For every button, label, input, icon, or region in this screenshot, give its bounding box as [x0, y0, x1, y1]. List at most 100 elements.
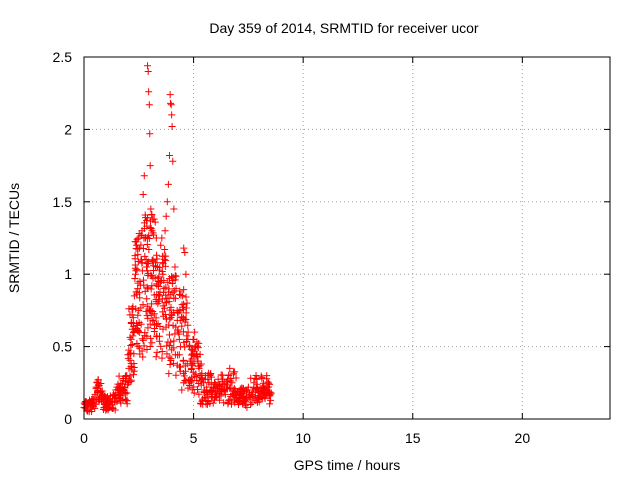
data-point [153, 348, 161, 356]
data-point [177, 291, 185, 299]
data-point [190, 389, 198, 397]
data-point [137, 320, 145, 328]
data-point [249, 392, 257, 400]
data-point [175, 363, 183, 371]
data-point [142, 307, 150, 315]
data-point [228, 400, 236, 408]
data-point [144, 314, 152, 322]
data-point [146, 162, 154, 170]
data-point [197, 400, 205, 408]
data-point [259, 382, 267, 390]
data-point [144, 324, 152, 332]
data-point [88, 396, 96, 404]
data-point [182, 293, 190, 301]
x-tick-label: 10 [295, 430, 311, 446]
data-point [143, 283, 151, 291]
data-point [254, 393, 262, 401]
data-point [211, 379, 219, 387]
data-point [143, 267, 151, 275]
data-point [124, 354, 132, 362]
data-point [223, 378, 231, 386]
data-point [136, 294, 144, 302]
data-point [178, 313, 186, 321]
x-tick-labels: 0 5 10 15 20 [80, 430, 530, 446]
data-point [145, 232, 153, 240]
data-point [115, 390, 123, 398]
data-point [258, 374, 266, 382]
data-point [175, 351, 183, 359]
data-point [141, 329, 149, 337]
data-point [166, 361, 174, 369]
data-point [147, 205, 155, 213]
data-point [267, 396, 275, 404]
data-point [152, 296, 160, 304]
data-point [145, 306, 153, 314]
data-point [150, 266, 158, 274]
data-point [252, 372, 260, 380]
data-point [132, 325, 140, 333]
data-point [149, 317, 157, 325]
data-point [226, 364, 234, 372]
data-point [184, 321, 192, 329]
data-point [133, 339, 141, 347]
data-point [162, 283, 170, 291]
data-point [179, 356, 187, 364]
data-point [141, 287, 149, 295]
data-point [225, 371, 233, 379]
data-point [146, 343, 154, 351]
y-tick-label: 1 [64, 266, 72, 282]
data-point [161, 304, 169, 312]
data-point [114, 380, 122, 388]
data-point [158, 234, 166, 242]
data-points [80, 62, 275, 416]
data-point [207, 373, 215, 381]
data-point [85, 408, 93, 416]
data-point [215, 381, 223, 389]
data-point [154, 274, 162, 282]
data-point [239, 389, 247, 397]
data-point [144, 272, 152, 280]
data-point [252, 383, 260, 391]
data-point [167, 291, 175, 299]
data-point [168, 280, 176, 288]
data-point [137, 304, 145, 312]
data-point [145, 88, 153, 96]
data-point [84, 406, 92, 414]
data-point [178, 386, 186, 394]
data-point [226, 384, 234, 392]
data-point [230, 389, 238, 397]
data-point [164, 278, 172, 286]
data-point [148, 282, 156, 290]
data-point [83, 399, 91, 407]
data-point [261, 383, 269, 391]
data-point [190, 352, 198, 360]
data-point [165, 321, 173, 329]
data-point [131, 274, 139, 282]
data-point [181, 343, 189, 351]
data-point [146, 320, 154, 328]
data-point [265, 379, 273, 387]
data-point [132, 238, 140, 246]
data-point [154, 320, 162, 328]
data-point [183, 338, 191, 346]
data-point [157, 241, 165, 249]
data-point [186, 357, 194, 365]
data-point [165, 331, 173, 339]
data-point [165, 298, 173, 306]
data-point [148, 300, 156, 308]
data-point [214, 375, 222, 383]
data-point [174, 326, 182, 334]
data-point [121, 373, 129, 381]
data-point [225, 396, 233, 404]
data-point [152, 314, 160, 322]
data-point [193, 373, 201, 381]
data-point [149, 229, 157, 237]
data-point [171, 294, 179, 302]
y-axis-label: SRMTID / TECUs [6, 183, 22, 293]
data-point [212, 380, 220, 388]
data-point [175, 290, 183, 298]
data-point [155, 266, 163, 274]
data-point [229, 370, 237, 378]
data-point [146, 130, 154, 138]
